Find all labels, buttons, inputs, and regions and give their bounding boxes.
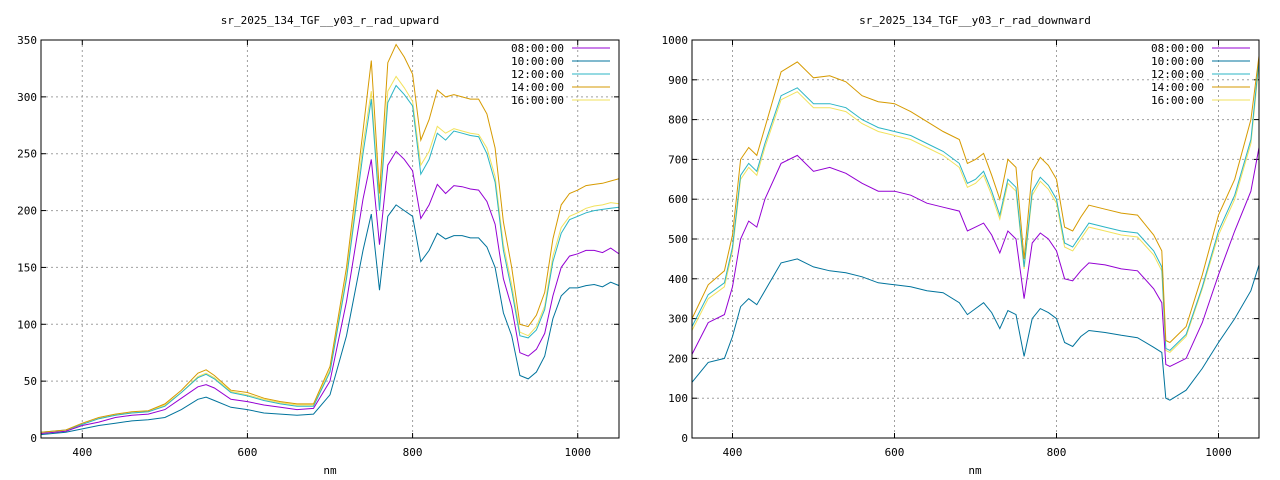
plot-frame — [40, 39, 620, 439]
legend-label: 16:00:00 — [511, 94, 564, 107]
y-tick-label: 700 — [668, 153, 688, 166]
series-line-08-00-00 — [41, 150, 619, 434]
y-tick-label: 350 — [17, 34, 37, 47]
y-tick-label: 100 — [668, 392, 688, 405]
y-tick-label: 50 — [24, 375, 37, 388]
legend-label: 08:00:00 — [1151, 42, 1204, 55]
x-axis-label: nm — [968, 464, 982, 477]
y-tick-label: 150 — [17, 261, 37, 274]
y-tick-label: 200 — [668, 352, 688, 365]
series-line-14-00-00 — [41, 43, 619, 433]
y-tick-label: 100 — [17, 318, 37, 331]
y-tick-label: 0 — [681, 432, 688, 445]
x-tick-label: 1000 — [564, 446, 591, 459]
legend-label: 12:00:00 — [1151, 68, 1204, 81]
upward-radiance-chart: sr_2025_134_TGF__y03_r_rad_upward 0 50 100 1… — [17, 14, 620, 477]
x-tick-label: 800 — [1047, 446, 1067, 459]
y-tick-label: 200 — [17, 205, 37, 218]
y-tick-label: 300 — [17, 91, 37, 104]
legend-label: 14:00:00 — [511, 81, 564, 94]
legend-label: 14:00:00 — [1151, 81, 1204, 94]
legend-label: 12:00:00 — [511, 68, 564, 81]
x-tick-label: 600 — [237, 446, 257, 459]
y-tick-label: 250 — [17, 148, 37, 161]
x-tick-label: 800 — [403, 446, 423, 459]
series-line-10-00-00 — [41, 204, 619, 436]
y-tick-label: 1000 — [662, 34, 689, 47]
chart-title: sr_2025_134_TGF__y03_r_rad_downward — [859, 14, 1091, 27]
plot-frame — [691, 39, 1260, 439]
series-line-10-00-00 — [692, 258, 1259, 401]
x-tick-label: 400 — [723, 446, 743, 459]
series-line-08-00-00 — [692, 147, 1259, 367]
legend-label: 10:00:00 — [511, 55, 564, 68]
x-tick-label: 600 — [885, 446, 905, 459]
y-tick-label: 600 — [668, 193, 688, 206]
series-line-12-00-00 — [692, 59, 1259, 352]
y-tick-label: 800 — [668, 114, 688, 127]
y-tick-label: 300 — [668, 313, 688, 326]
x-axis-label: nm — [323, 464, 337, 477]
series-line-12-00-00 — [41, 84, 619, 433]
series-line-14-00-00 — [692, 55, 1259, 344]
x-tick-label: 400 — [72, 446, 92, 459]
downward-radiance-chart: sr_2025_134_TGF__y03_r_rad_downward 0 100 2… — [662, 14, 1260, 477]
x-tick-label: 1000 — [1205, 446, 1232, 459]
legend-label: 08:00:00 — [511, 42, 564, 55]
legend-label: 16:00:00 — [1151, 94, 1204, 107]
y-tick-label: 500 — [668, 233, 688, 246]
y-tick-label: 400 — [668, 273, 688, 286]
chart-title: sr_2025_134_TGF__y03_r_rad_upward — [221, 14, 440, 27]
y-tick-label: 900 — [668, 74, 688, 87]
y-tick-label: 0 — [30, 432, 37, 445]
legend-label: 10:00:00 — [1151, 55, 1204, 68]
